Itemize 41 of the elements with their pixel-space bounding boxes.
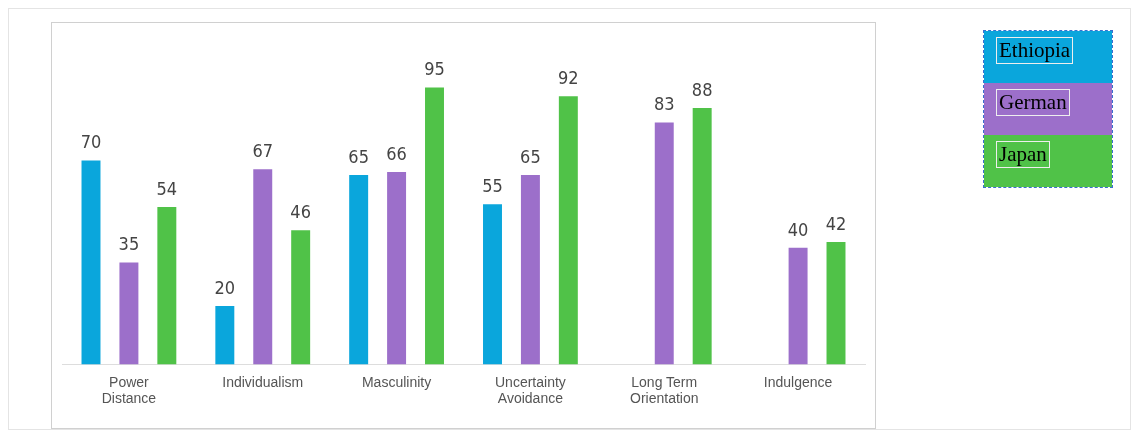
text: Japan bbox=[996, 141, 1050, 168]
bar bbox=[826, 242, 846, 365]
x-tick-label: Masculinity bbox=[361, 373, 432, 390]
bar bbox=[349, 174, 369, 365]
data-label: 70 bbox=[80, 131, 102, 153]
bar bbox=[387, 172, 407, 365]
bar bbox=[81, 160, 101, 365]
text: German bbox=[996, 89, 1070, 116]
data-label: 65 bbox=[348, 145, 369, 167]
data-label: 20 bbox=[214, 276, 236, 298]
data-label: 88 bbox=[691, 78, 713, 100]
x-tick-label: Uncertainty Avoidance bbox=[495, 373, 566, 407]
data-label: 35 bbox=[118, 233, 140, 255]
bar bbox=[654, 122, 674, 365]
data-label: 65 bbox=[520, 145, 541, 167]
x-tick-label: Individualism bbox=[222, 373, 304, 390]
bar bbox=[119, 262, 139, 365]
bar bbox=[558, 96, 578, 365]
data-label: 66 bbox=[386, 142, 407, 164]
bar bbox=[425, 87, 444, 365]
x-tick-label: Power Distance bbox=[101, 373, 157, 407]
data-label: 55 bbox=[482, 174, 503, 196]
data-label: 54 bbox=[156, 177, 178, 199]
bar bbox=[788, 247, 808, 365]
x-tick-label: Indulgence bbox=[763, 373, 833, 390]
bar bbox=[215, 306, 235, 365]
data-label: 83 bbox=[653, 93, 675, 115]
data-label: 92 bbox=[558, 66, 579, 88]
data-label: 46 bbox=[290, 201, 311, 223]
bar bbox=[253, 169, 273, 365]
data-label: 67 bbox=[252, 139, 274, 161]
bar bbox=[291, 230, 311, 365]
bar bbox=[692, 107, 712, 365]
bar bbox=[157, 207, 177, 365]
data-label: 95 bbox=[424, 58, 445, 80]
data-label: 40 bbox=[787, 218, 809, 240]
data-label: 42 bbox=[825, 212, 847, 234]
text: Ethiopia bbox=[996, 37, 1074, 64]
x-tick-label: Long Term Orientation bbox=[630, 373, 699, 407]
bar bbox=[483, 204, 502, 365]
bar bbox=[520, 174, 540, 365]
